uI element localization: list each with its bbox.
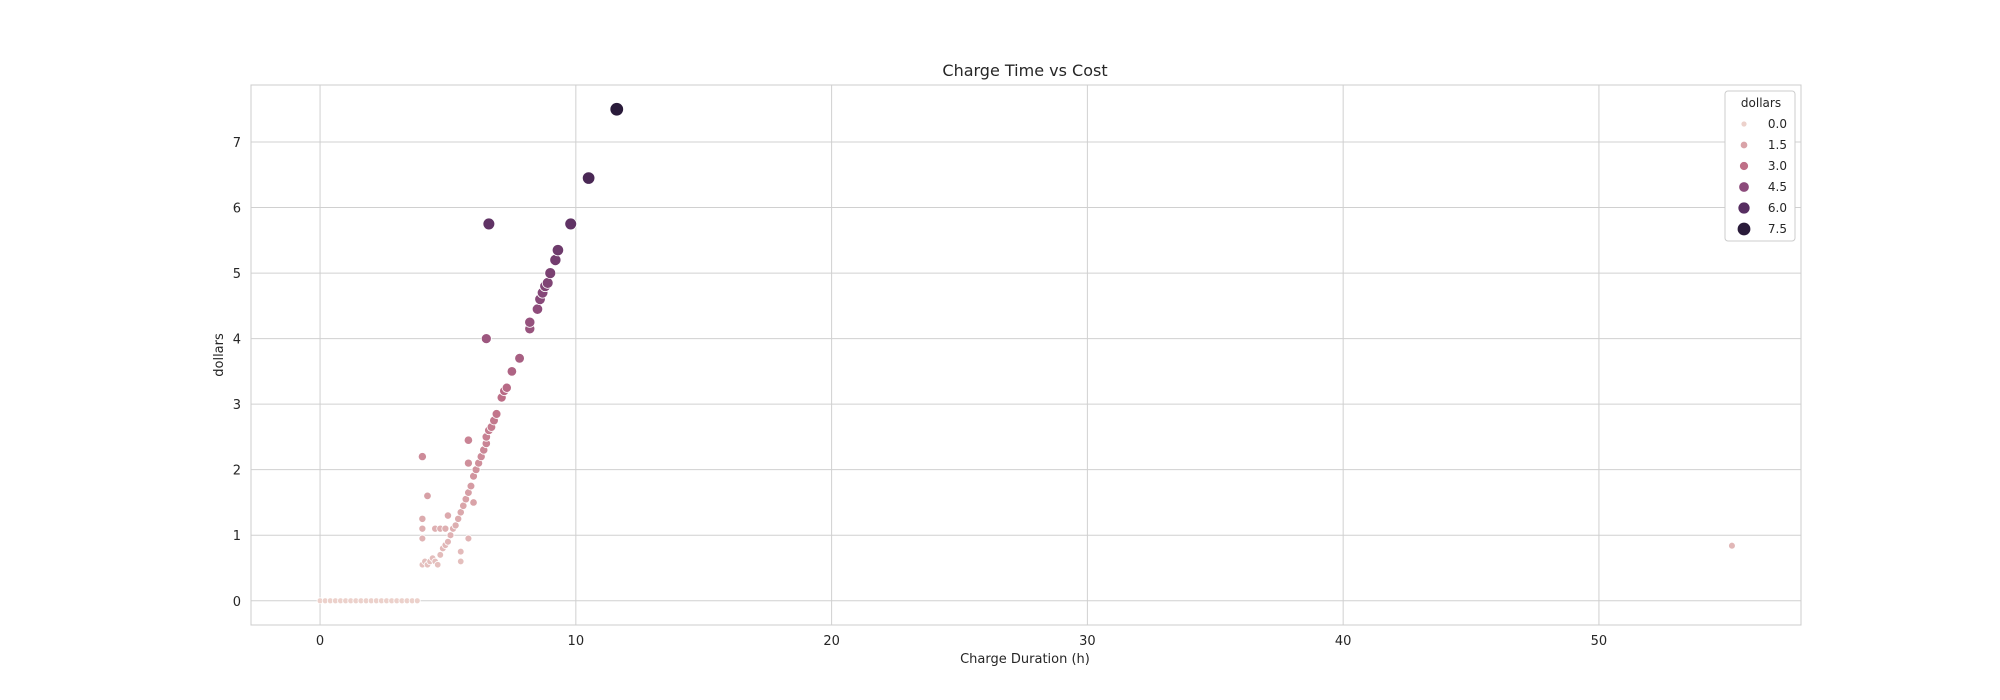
data-point: [544, 267, 557, 280]
chart-title: Charge Time vs Cost: [942, 61, 1107, 80]
x-tick-label: 10: [568, 634, 585, 649]
y-tick-label: 7: [233, 136, 241, 151]
data-point: [418, 534, 427, 543]
y-axis-label: dollars: [212, 333, 227, 377]
data-point: [434, 561, 442, 569]
data-point: [491, 409, 502, 419]
y-tick-label: 4: [233, 333, 241, 348]
legend-items: 0.0 1.5 3.0 4.5 6.0 7.5: [1736, 117, 1787, 237]
y-tick-labels: 0 1 2 3 4 5 6 7: [233, 136, 241, 610]
legend: dollars 0.0 1.5 3.0 4.5 6.0 7.5: [1724, 90, 1796, 242]
legend-entry-label: 3.0: [1768, 159, 1787, 173]
legend-marker: [1740, 120, 1748, 128]
y-tick-label: 0: [233, 595, 241, 610]
x-tick-label: 20: [823, 634, 840, 649]
data-point: [418, 524, 427, 533]
data-point: [482, 217, 496, 231]
data-point: [436, 551, 445, 559]
data-point: [469, 498, 478, 507]
x-tick-labels: 0 10 20 30 40 50: [316, 634, 1607, 649]
legend-entry-label: 6.0: [1768, 201, 1787, 215]
y-tick-label: 1: [233, 529, 241, 544]
legend-title: dollars: [1741, 96, 1781, 110]
data-point: [541, 277, 554, 289]
data-point: [609, 102, 624, 117]
legend-entry-label: 0.0: [1768, 117, 1787, 131]
y-tick-label: 3: [233, 398, 241, 413]
data-point: [446, 531, 455, 540]
data-point: [1728, 541, 1736, 550]
legend-marker: [1739, 140, 1749, 150]
plot-background: [250, 84, 1802, 626]
data-point: [463, 458, 473, 468]
data-point: [417, 452, 427, 462]
legend-entry-label: 7.5: [1768, 222, 1787, 236]
x-tick-label: 30: [1079, 634, 1096, 649]
legend-marker: [1737, 201, 1751, 215]
data-point: [506, 366, 518, 377]
data-point: [443, 511, 453, 520]
data-point: [441, 524, 450, 533]
data-point: [456, 547, 465, 556]
data-point: [466, 481, 476, 491]
legend-marker: [1739, 161, 1749, 171]
data-point: [501, 382, 512, 393]
data-point: [463, 435, 474, 445]
data-point: [514, 353, 525, 364]
data-point: [551, 244, 565, 257]
y-tick-label: 6: [233, 202, 241, 217]
data-point: [418, 514, 427, 523]
data-point: [464, 534, 473, 543]
x-tick-label: 50: [1591, 634, 1608, 649]
data-points: [316, 102, 1736, 605]
legend-marker: [1736, 221, 1752, 237]
data-point: [524, 316, 536, 328]
x-tick-label: 0: [316, 634, 324, 649]
legend-entry-label: 1.5: [1768, 138, 1787, 152]
legend-marker: [1738, 181, 1750, 193]
data-point: [451, 521, 460, 530]
x-tick-label: 40: [1335, 634, 1352, 649]
y-tick-label: 2: [233, 464, 241, 479]
data-point: [480, 333, 492, 345]
y-tick-label: 5: [233, 267, 241, 282]
data-point: [423, 491, 432, 501]
data-point: [531, 303, 544, 315]
data-point: [457, 557, 465, 566]
data-point: [444, 537, 452, 546]
x-axis-label: Charge Duration (h): [960, 652, 1090, 667]
legend-entry-label: 4.5: [1768, 180, 1787, 194]
data-point: [413, 597, 421, 605]
data-point: [581, 171, 596, 185]
data-point: [564, 217, 578, 231]
grid-lines: [251, 85, 1801, 625]
